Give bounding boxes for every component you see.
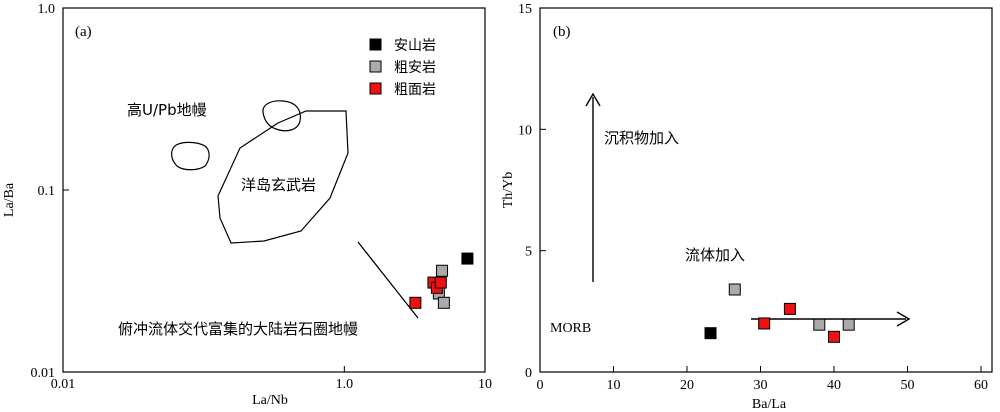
x-tick-label-1-0: 1.0 [336, 377, 354, 392]
x-tick-label-30: 30 [754, 378, 768, 393]
ocean-island-basalt-field [217, 110, 349, 244]
sediment-addition-label: 沉积物加入 [604, 129, 679, 147]
y-tick-label-1-0: 1.0 [38, 2, 56, 17]
sediment-addition-arrowhead [585, 92, 601, 107]
x-tick-label-60: 60 [974, 378, 988, 393]
legend-label-trachyte: 粗面岩 [394, 82, 436, 98]
legend-item-trachyandesite: 粗安岩 [369, 60, 436, 76]
point-trachyandesite-2 [813, 318, 826, 331]
y-tick-label-0-01: 0.01 [31, 366, 56, 381]
y-axis-label: Th/Yb [501, 172, 516, 209]
metasomatised-mantle-label: 俯冲流体交代富集的大陆岩石圈地幔 [118, 320, 358, 338]
morb-label: MORB [550, 321, 591, 336]
point-trachyandesite-3 [842, 318, 855, 331]
point-trachyandesite-1 [436, 264, 449, 277]
y-tick-label-0: 0 [525, 366, 532, 381]
point-trachyandesite-1 [728, 283, 741, 296]
metasomatised-mantle-trend-line [357, 241, 419, 319]
plot-area-frame [539, 7, 993, 373]
point-trachyte-3 [828, 330, 840, 343]
point-trachyte-1 [758, 317, 771, 330]
data-points [409, 252, 474, 309]
point-trachyte-4 [434, 276, 447, 289]
fluid-addition-label: 流体加入 [685, 246, 745, 264]
point-trachyte-1 [409, 296, 422, 309]
point-trachyandesite-3 [437, 296, 450, 309]
legend-swatch-trachyandesite [369, 60, 382, 73]
panel-a: (a) 0.01 1.0 10 0.01 0.1 1.0 La/Nb La/Ba 高U/… [2, 2, 492, 408]
x-tick-label-0: 0 [537, 378, 544, 393]
x-axis-label: La/Nb [252, 393, 288, 408]
legend-item-andesite: 安山岩 [369, 38, 436, 54]
y-tick-label-10: 10 [518, 123, 532, 138]
panel-label: (b) [553, 24, 571, 40]
x-tick-label-50: 50 [901, 378, 915, 393]
legend: 安山岩 粗安岩 粗面岩 [369, 38, 436, 98]
x-tick-label-40: 40 [827, 378, 841, 393]
fluid-addition-arrowhead [896, 311, 911, 327]
x-tick-label-10: 10 [607, 378, 621, 393]
y-ticks: 0.01 0.1 1.0 [31, 2, 69, 381]
legend-swatch-andesite [369, 38, 382, 51]
x-ticks: 0 10 20 30 40 50 60 [537, 366, 988, 393]
y-tick-label-15: 15 [518, 2, 532, 17]
high-u-pb-mantle-label: 高U/Pb地幔 [127, 101, 207, 119]
point-trachyte-2 [783, 302, 796, 315]
panel-b: (b) 0 10 20 30 40 50 60 0 5 10 15 Ba/La Th/Yb 沉积物… [501, 2, 993, 412]
high-u-pb-mantle-loop-1 [262, 100, 301, 132]
point-andesite-1 [704, 327, 717, 340]
legend-label-trachyandesite: 粗安岩 [394, 60, 436, 76]
x-tick-label-10: 10 [478, 377, 492, 392]
point-andesite-1 [461, 252, 474, 265]
x-ticks: 0.01 1.0 10 [51, 366, 492, 392]
ocean-island-basalt-label: 洋岛玄武岩 [241, 176, 316, 194]
x-tick-label-20: 20 [680, 378, 694, 393]
data-points [704, 283, 855, 343]
high-u-pb-mantle-loop-2 [171, 141, 210, 171]
y-axis-label: La/Ba [2, 182, 17, 217]
y-tick-label-5: 5 [525, 245, 532, 260]
legend-item-trachyte: 粗面岩 [369, 82, 436, 98]
y-tick-label-0-1: 0.1 [38, 184, 56, 199]
legend-label-andesite: 安山岩 [394, 38, 436, 54]
x-tick-label-0-01: 0.01 [51, 377, 76, 392]
x-axis-label: Ba/La [752, 397, 787, 412]
y-ticks: 0 5 10 15 [518, 2, 546, 381]
legend-swatch-trachyte [369, 82, 382, 95]
panel-label: (a) [75, 24, 92, 40]
